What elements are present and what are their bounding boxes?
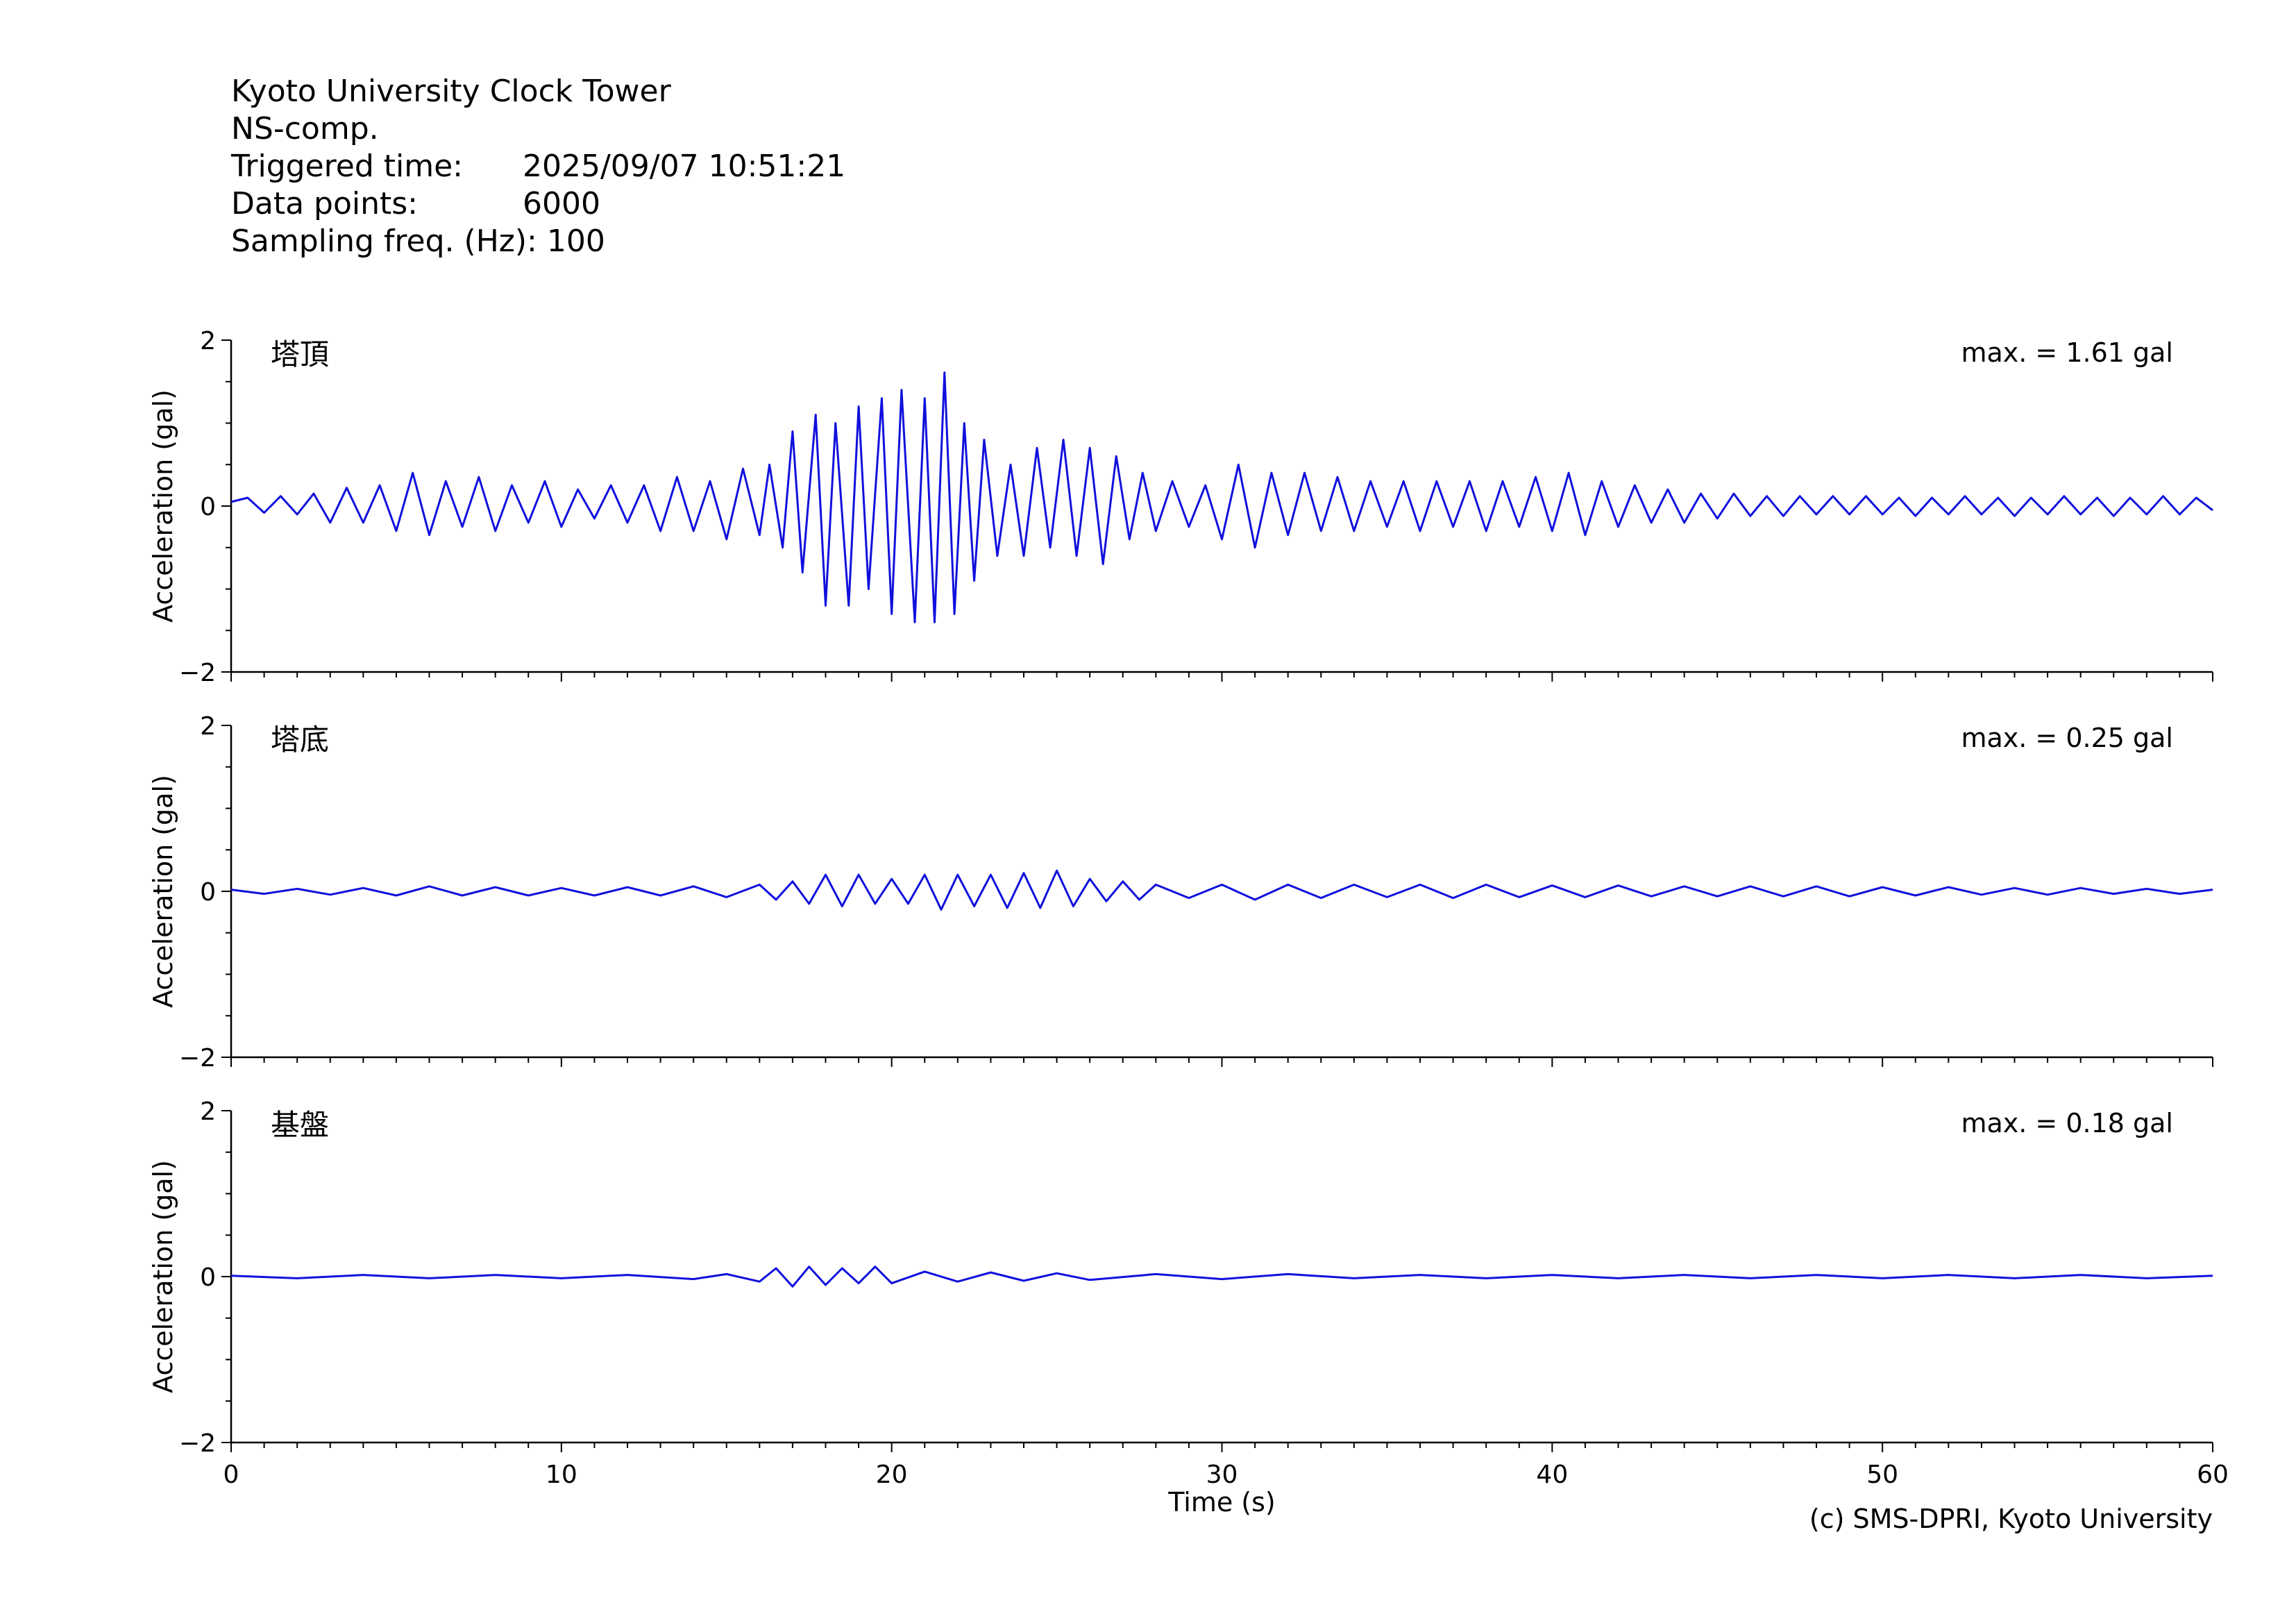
y-axis-title: Acceleration (gal) — [148, 775, 178, 1008]
station-name: Kyoto University Clock Tower — [231, 74, 671, 109]
y-axis-title: Acceleration (gal) — [148, 1160, 178, 1393]
x-tick-label: 0 — [223, 1461, 239, 1489]
x-tick-label: 60 — [2197, 1461, 2229, 1489]
x-tick-label: 30 — [1206, 1461, 1238, 1489]
y-tick-label: 0 — [200, 878, 216, 907]
triggered-time-row: Triggered time: 2025/09/07 10:51:21 — [231, 148, 845, 185]
component-label: NS-comp. — [231, 111, 379, 146]
triggered-time-label: Triggered time: — [231, 149, 463, 184]
data-points-row: Data points: 6000 — [231, 185, 845, 223]
x-tick-label: 50 — [1866, 1461, 1898, 1489]
y-tick-label: −2 — [179, 659, 216, 687]
y-tick-label: −2 — [179, 1044, 216, 1073]
data-points-value: 6000 — [523, 186, 600, 221]
y-tick-label: 2 — [200, 712, 216, 741]
y-tick-label: 0 — [200, 493, 216, 521]
sampling-freq-value: 100 — [546, 224, 605, 259]
x-tick-label: 20 — [876, 1461, 908, 1489]
data-points-label: Data points: — [231, 186, 419, 221]
max-value-label: max. = 0.25 gal — [1961, 723, 2173, 753]
y-tick-label: 2 — [200, 1098, 216, 1126]
max-value-label: max. = 1.61 gal — [1961, 337, 2173, 368]
panel-title: 塔底 — [271, 723, 329, 757]
waveform-trace — [230, 869, 2213, 911]
triggered-time-value: 2025/09/07 10:51:21 — [523, 149, 846, 184]
y-axis-title: Acceleration (gal) — [148, 389, 178, 623]
waveform-trace — [230, 1265, 2213, 1288]
x-tick-label: 40 — [1536, 1461, 1568, 1489]
x-axis-title: Time (s) — [1167, 1487, 1276, 1517]
max-value-label: max. = 0.18 gal — [1961, 1108, 2173, 1138]
panel-title: 塔頂 — [271, 337, 329, 371]
x-tick-label: 10 — [546, 1461, 577, 1489]
y-tick-label: 2 — [200, 327, 216, 355]
panel-title: 基盤 — [271, 1108, 329, 1142]
y-tick-label: −2 — [179, 1429, 216, 1458]
copyright-credit: (c) SMS-DPRI, Kyoto University — [1809, 1504, 2213, 1534]
y-tick-label: 0 — [200, 1263, 216, 1292]
sampling-freq-label: Sampling freq. (Hz): — [231, 224, 537, 259]
waveform-trace — [230, 371, 2213, 623]
sampling-freq-row: Sampling freq. (Hz): 100 — [231, 223, 845, 260]
record-header: Kyoto University Clock Tower NS-comp. Tr… — [231, 73, 845, 260]
